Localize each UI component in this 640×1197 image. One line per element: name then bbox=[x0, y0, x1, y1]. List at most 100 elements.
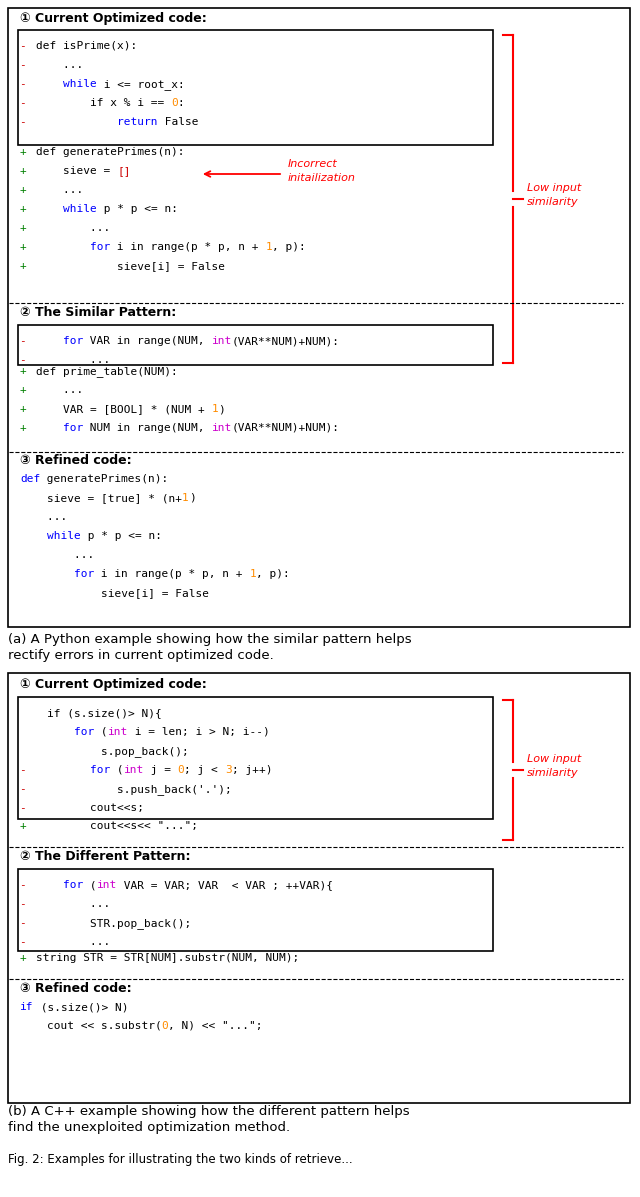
Text: while: while bbox=[63, 203, 97, 214]
Bar bbox=[18, 326, 493, 365]
Text: -: - bbox=[20, 117, 33, 127]
Text: generatePrimes(n):: generatePrimes(n): bbox=[40, 474, 168, 484]
Text: def generatePrimes(n):: def generatePrimes(n): bbox=[36, 147, 184, 157]
Text: ...: ... bbox=[36, 899, 110, 909]
Text: ): ) bbox=[189, 493, 195, 503]
Text: i = len; i > N; i--): i = len; i > N; i--) bbox=[128, 727, 269, 737]
Text: (a) A Python example showing how the similar pattern helps: (a) A Python example showing how the sim… bbox=[8, 633, 412, 646]
Text: sieve[i] = False: sieve[i] = False bbox=[36, 261, 225, 271]
Text: i <= root_x:: i <= root_x: bbox=[97, 79, 184, 90]
Text: ① Current Optimized code:: ① Current Optimized code: bbox=[20, 12, 207, 25]
Text: -: - bbox=[20, 937, 33, 947]
Text: cout<<s;: cout<<s; bbox=[36, 803, 144, 813]
Text: -: - bbox=[20, 356, 33, 365]
Text: +: + bbox=[20, 385, 33, 395]
Text: VAR = VAR; VAR  < VAR ; ++VAR){: VAR = VAR; VAR < VAR ; ++VAR){ bbox=[117, 880, 333, 891]
Text: (: ( bbox=[110, 765, 124, 774]
Text: s.push_back('.');: s.push_back('.'); bbox=[36, 784, 232, 795]
Text: 1: 1 bbox=[266, 242, 272, 253]
Text: 1: 1 bbox=[211, 405, 218, 414]
Text: while: while bbox=[47, 531, 81, 541]
Text: sieve = [true] * (n+: sieve = [true] * (n+ bbox=[20, 493, 182, 503]
Text: +: + bbox=[20, 223, 33, 233]
Text: Low input: Low input bbox=[527, 754, 581, 764]
Text: +: + bbox=[20, 147, 33, 157]
Text: +: + bbox=[20, 242, 33, 253]
Text: ...: ... bbox=[36, 186, 83, 195]
Text: (: ( bbox=[94, 727, 108, 737]
Text: +: + bbox=[20, 261, 33, 271]
Text: for: for bbox=[63, 336, 83, 346]
Text: -: - bbox=[20, 41, 33, 51]
Text: VAR in range(NUM,: VAR in range(NUM, bbox=[83, 336, 211, 346]
Text: 0: 0 bbox=[171, 98, 178, 108]
Text: (VAR**NUM)+NUM):: (VAR**NUM)+NUM): bbox=[232, 336, 340, 346]
Text: ): ) bbox=[218, 405, 225, 414]
Text: if: if bbox=[20, 1002, 33, 1011]
Text: if x % i ==: if x % i == bbox=[36, 98, 171, 108]
Text: while: while bbox=[63, 79, 97, 89]
Text: -: - bbox=[20, 880, 33, 891]
Text: int: int bbox=[211, 336, 232, 346]
Text: 1: 1 bbox=[250, 569, 256, 579]
Text: -: - bbox=[20, 336, 33, 346]
Text: 0: 0 bbox=[178, 765, 184, 774]
Text: int: int bbox=[108, 727, 128, 737]
Text: (: ( bbox=[83, 880, 97, 891]
Text: cout << s.substr(: cout << s.substr( bbox=[20, 1021, 162, 1031]
Text: j =: j = bbox=[144, 765, 178, 774]
Text: ...: ... bbox=[36, 223, 110, 233]
Bar bbox=[18, 869, 493, 950]
Text: Low input: Low input bbox=[527, 183, 581, 193]
Text: rectify errors in current optimized code.: rectify errors in current optimized code… bbox=[8, 649, 274, 662]
Text: initailization: initailization bbox=[288, 174, 356, 183]
Text: ② The Similar Pattern:: ② The Similar Pattern: bbox=[20, 306, 176, 318]
Text: ② The Different Pattern:: ② The Different Pattern: bbox=[20, 850, 191, 863]
Text: 0: 0 bbox=[162, 1021, 168, 1031]
Text: NUM in range(NUM,: NUM in range(NUM, bbox=[83, 423, 211, 433]
Text: ; j <: ; j < bbox=[184, 765, 225, 774]
Bar bbox=[8, 8, 630, 627]
Text: def isPrime(x):: def isPrime(x): bbox=[36, 41, 137, 51]
Text: ...: ... bbox=[36, 385, 83, 395]
Text: False: False bbox=[157, 117, 198, 127]
Text: sieve[i] = False: sieve[i] = False bbox=[20, 588, 209, 598]
Text: int: int bbox=[124, 765, 144, 774]
Text: +: + bbox=[20, 366, 33, 376]
Text: i in range(p * p, n +: i in range(p * p, n + bbox=[94, 569, 250, 579]
Text: ...: ... bbox=[36, 937, 110, 947]
Text: ③ Refined code:: ③ Refined code: bbox=[20, 982, 132, 995]
Text: int: int bbox=[97, 880, 117, 891]
Text: s.pop_back();: s.pop_back(); bbox=[20, 746, 189, 757]
Text: for: for bbox=[63, 423, 83, 433]
Text: (VAR**NUM)+NUM):: (VAR**NUM)+NUM): bbox=[232, 423, 340, 433]
Text: for: for bbox=[90, 765, 110, 774]
Text: ① Current Optimized code:: ① Current Optimized code: bbox=[20, 678, 207, 691]
Text: , p):: , p): bbox=[272, 242, 306, 253]
Text: int: int bbox=[211, 423, 232, 433]
Text: (s.size()> N): (s.size()> N) bbox=[33, 1002, 128, 1011]
Text: Incorrect: Incorrect bbox=[288, 159, 338, 169]
Text: (b) A C++ example showing how the different pattern helps: (b) A C++ example showing how the differ… bbox=[8, 1105, 410, 1118]
Text: STR.pop_back();: STR.pop_back(); bbox=[36, 918, 191, 929]
Text: +: + bbox=[20, 821, 33, 831]
Text: -: - bbox=[20, 60, 33, 69]
Text: []: [] bbox=[117, 166, 131, 176]
Text: +: + bbox=[20, 423, 33, 433]
Text: Fig. 2: Examples for illustrating the two kinds of retrieve...: Fig. 2: Examples for illustrating the tw… bbox=[8, 1153, 353, 1166]
Text: ...: ... bbox=[20, 549, 94, 560]
Text: for: for bbox=[90, 242, 110, 253]
Text: p * p <= n:: p * p <= n: bbox=[97, 203, 178, 214]
Text: -: - bbox=[20, 79, 33, 89]
Text: +: + bbox=[20, 166, 33, 176]
Text: def: def bbox=[20, 474, 40, 484]
Bar bbox=[8, 673, 630, 1102]
Text: -: - bbox=[20, 765, 33, 774]
Text: ...: ... bbox=[36, 60, 83, 69]
Text: find the unexploited optimization method.: find the unexploited optimization method… bbox=[8, 1122, 290, 1134]
Text: VAR = [BOOL] * (NUM +: VAR = [BOOL] * (NUM + bbox=[36, 405, 211, 414]
Text: , p):: , p): bbox=[256, 569, 290, 579]
Text: return: return bbox=[117, 117, 157, 127]
Text: -: - bbox=[20, 98, 33, 108]
Text: similarity: similarity bbox=[527, 768, 579, 778]
